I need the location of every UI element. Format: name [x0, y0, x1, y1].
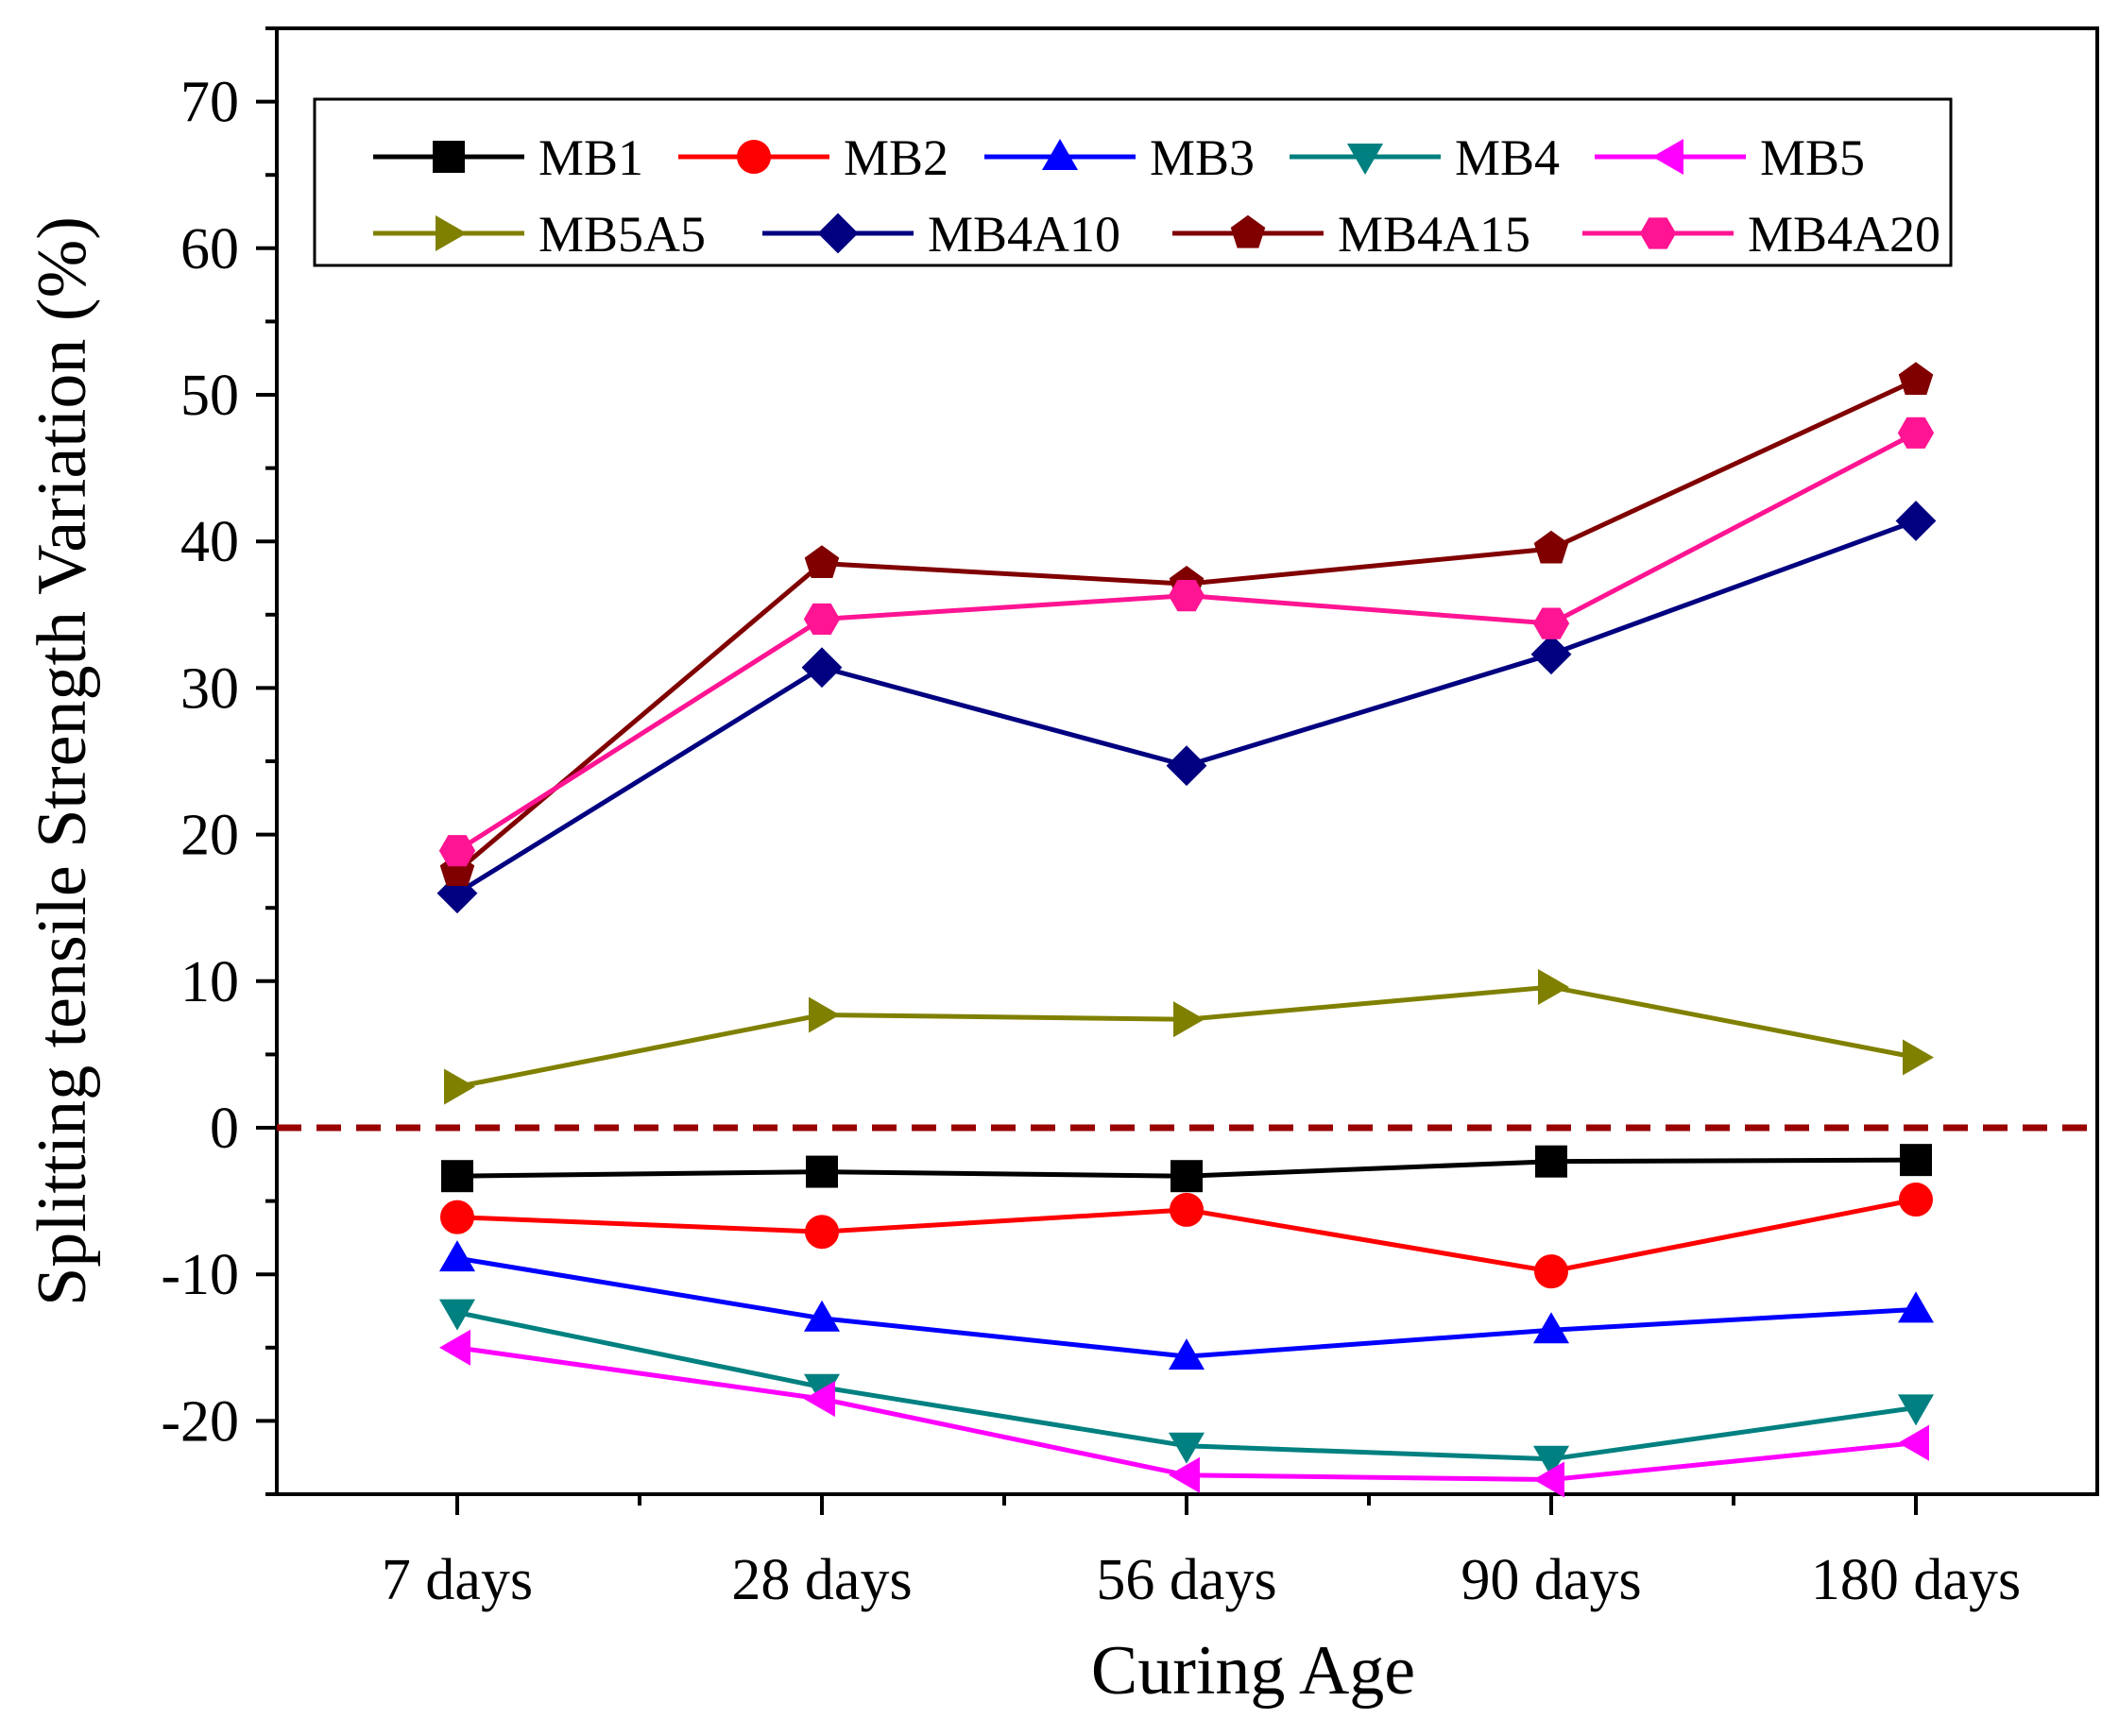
x-tick-label: 56 days [1096, 1548, 1276, 1612]
series-mb1 [441, 1144, 1932, 1193]
legend-item-mb2: MB2 [678, 129, 948, 186]
legend-item-mb3: MB3 [984, 129, 1255, 186]
data-point [1532, 1461, 1564, 1498]
data-point [1532, 1445, 1570, 1477]
y-tick-label: 30 [180, 656, 239, 721]
legend-marker [737, 140, 771, 174]
data-point [1173, 1001, 1205, 1038]
x-tick-label: 28 days [731, 1548, 912, 1612]
data-point [1532, 1312, 1570, 1344]
legend-marker [1346, 144, 1384, 176]
data-point [806, 1155, 838, 1188]
data-point [1897, 417, 1935, 449]
x-tick-label: 180 days [1811, 1548, 2021, 1612]
legend-marker [1639, 217, 1677, 249]
y-tick-label: 20 [180, 804, 239, 868]
data-point [803, 1381, 835, 1418]
data-point [1535, 1145, 1567, 1178]
data-point [1171, 1160, 1203, 1193]
data-point [438, 1240, 476, 1272]
legend-label: MB5 [1760, 129, 1865, 186]
data-point [1168, 1338, 1205, 1370]
data-point [809, 996, 841, 1033]
data-point [444, 1068, 475, 1105]
data-point [438, 1329, 470, 1366]
legend-item-mb5: MB5 [1595, 129, 1865, 186]
data-point [1533, 530, 1569, 564]
legend-label: MB4A15 [1338, 206, 1530, 263]
data-point [1898, 362, 1934, 395]
series-mb2 [440, 1183, 1933, 1289]
legend-box [313, 97, 1953, 267]
series-mb4a20 [438, 417, 1935, 867]
series-mb5 [438, 1329, 1929, 1498]
data-point [805, 1215, 839, 1250]
legend-item-mb4a20: MB4A20 [1582, 206, 1940, 263]
x-axis-title: Curing Age [1091, 1632, 1415, 1710]
data-point [803, 603, 841, 635]
data-point [1897, 1424, 1929, 1461]
legend-label: MB5A5 [538, 206, 706, 263]
legend-item-mb5a5: MB5A5 [373, 206, 706, 263]
data-point [1168, 1432, 1205, 1464]
legend-label: MB2 [844, 129, 948, 186]
data-point [440, 1200, 474, 1234]
data-point [1168, 580, 1205, 612]
y-tick-label: 0 [210, 1097, 239, 1161]
data-point [1897, 1394, 1935, 1426]
y-tick-label: 60 [180, 217, 239, 281]
y-tick-label: -20 [161, 1389, 239, 1454]
legend-marker [817, 213, 859, 254]
data-point [804, 545, 840, 578]
legend-item-mb4a10: MB4A10 [762, 206, 1120, 263]
data-point [1170, 1192, 1204, 1227]
legend-marker [436, 214, 468, 252]
y-tick-label: 50 [180, 364, 239, 428]
legend-label: MB1 [538, 129, 643, 186]
data-point [1895, 501, 1937, 541]
series-mb5a5 [444, 968, 1935, 1105]
data-point [1538, 968, 1570, 1006]
legend-item-mb1: MB1 [373, 129, 643, 186]
data-point [438, 835, 476, 867]
legend-label: MB4A20 [1748, 206, 1940, 263]
legend-marker [433, 141, 465, 173]
x-tick-label: 90 days [1461, 1548, 1641, 1612]
data-point [801, 647, 843, 689]
data-point [1530, 634, 1572, 675]
y-tick-label: -10 [161, 1243, 239, 1307]
data-point [438, 1299, 476, 1331]
data-point [1897, 1291, 1935, 1323]
data-point [1166, 745, 1207, 787]
data-point [803, 1300, 841, 1332]
y-tick-label: 40 [180, 510, 239, 574]
legend-item-mb4: MB4 [1290, 129, 1560, 186]
series-mb3 [438, 1240, 1935, 1370]
y-tick-label: 70 [180, 71, 239, 135]
data-point [1168, 1456, 1200, 1493]
legend-label: MB3 [1150, 129, 1255, 186]
data-point [1534, 1254, 1568, 1289]
y-axis-title: Splitting tensile Strength Variation (%) [24, 216, 101, 1306]
legend-marker [1041, 138, 1079, 170]
legend-label: MB4A10 [928, 206, 1120, 263]
data-point [1900, 1144, 1932, 1177]
x-tick-label: 7 days [382, 1548, 533, 1612]
data-point [1532, 607, 1570, 639]
data-point [1899, 1183, 1933, 1217]
data-point [1903, 1039, 1935, 1076]
legend-label: MB4 [1455, 129, 1560, 186]
data-point [441, 1160, 473, 1193]
legend-item-mb4a15: MB4A15 [1172, 206, 1530, 263]
legend-marker [1651, 138, 1683, 176]
y-tick-label: 10 [180, 950, 239, 1014]
legend-marker [1230, 214, 1266, 248]
